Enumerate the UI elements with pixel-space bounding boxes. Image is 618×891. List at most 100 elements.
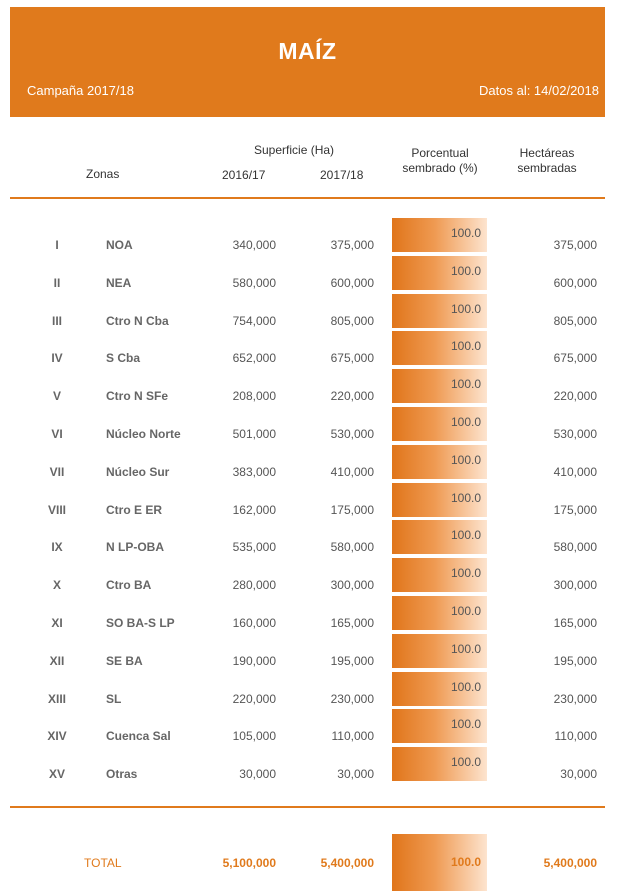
surface-2016: 105,000 (232, 729, 276, 744)
percent-sown-bar: 100.0 (392, 444, 487, 479)
surface-2017: 675,000 (330, 351, 374, 366)
percent-sown-bar: 100.0 (392, 633, 487, 668)
table-row: II NEA 580,000 600,000 100.0 600,000 (0, 255, 618, 294)
hectares-sown: 410,000 (553, 464, 597, 479)
table-row: VIII Ctro E ER 162,000 175,000 100.0 175,000 (0, 482, 618, 521)
hectares-sown-header: Hectáreas sembradas (507, 146, 587, 176)
zone-name: Núcleo Sur (106, 464, 170, 479)
hectares-sown-header-line2: sembradas (517, 161, 577, 175)
table-row: V Ctro N SFe 208,000 220,000 100.0 220,000 (0, 369, 618, 407)
table-row: III Ctro N Cba 754,000 805,000 100.0 805,000 (0, 293, 618, 332)
surface-2016: 220,000 (232, 691, 276, 706)
hectares-sown: 300,000 (553, 578, 597, 593)
percent-sown-value: 100.0 (450, 339, 481, 354)
header-divider (10, 197, 605, 199)
table-row: XV Otras 30,000 30,000 100.0 30,000 (0, 747, 618, 785)
table-row: XI SO BA-S LP 160,000 165,000 100.0 165,000 (0, 595, 618, 634)
zone-number: X (52, 578, 61, 593)
hectares-sown: 110,000 (554, 729, 598, 744)
zone-number: V (52, 389, 61, 404)
table-row: I NOA 340,000 375,000 100.0 375,000 (0, 218, 618, 256)
percent-sown-value: 100.0 (450, 717, 481, 732)
table-row: IX N LP-OBA 535,000 580,000 100.0 580,000 (0, 520, 618, 558)
zone-name: S Cba (106, 351, 141, 366)
table-row: XIV Cuenca Sal 105,000 110,000 100.0 110,000 (0, 709, 618, 747)
zone-number: II (53, 275, 61, 290)
zone-name: Ctro N Cba (106, 313, 169, 328)
percent-sown-bar: 100.0 (392, 671, 487, 706)
percent-sown-value: 100.0 (450, 490, 481, 505)
percent-sown-value: 100.0 (450, 263, 481, 278)
surface-2016: 340,000 (232, 238, 276, 252)
surface-2017: 195,000 (330, 653, 374, 668)
surface-2017: 165,000 (330, 615, 374, 630)
title-banner: MAÍZ Campaña 2017/18 Datos al: 14/02/201… (10, 7, 605, 117)
zone-name: Otras (106, 767, 138, 782)
hectares-sown: 580,000 (553, 540, 597, 555)
table-row: VI Núcleo Norte 501,000 530,000 100.0 530,000 (0, 406, 618, 445)
percent-sown-value: 100.0 (450, 528, 481, 543)
surface-2016: 383,000 (232, 464, 276, 479)
percent-sown-value: 100.0 (450, 679, 481, 694)
percent-sown-bar: 100.0 (392, 520, 487, 555)
table-row: XIII SL 220,000 230,000 100.0 230,000 (0, 671, 618, 710)
zones-header: Zonas (86, 167, 120, 181)
total-percent-sown: 100.0 (392, 834, 487, 891)
year-2017-header: 2017/18 (320, 168, 364, 182)
zone-number: I (55, 238, 59, 252)
surface-2017: 30,000 (337, 767, 374, 782)
hectares-sown: 675,000 (553, 351, 597, 366)
table-row: XII SE BA 190,000 195,000 100.0 195,000 (0, 633, 618, 672)
percent-sown-header-line2: sembrado (%) (402, 161, 478, 175)
percent-sown-header: Porcentual sembrado (%) (396, 146, 484, 176)
zone-number: XIII (47, 691, 66, 706)
zones-table-body: I NOA 340,000 375,000 100.0 375,000 II NEA 580,0… (0, 218, 618, 785)
total-row: TOTAL 5,100,000 5,400,000 100.0 5,400,00… (0, 833, 618, 891)
surface-2016: 190,000 (232, 653, 276, 668)
percent-sown-value: 100.0 (450, 755, 481, 770)
surface-2017: 220,000 (330, 389, 374, 404)
hectares-sown-header-line1: Hectáreas (519, 146, 575, 160)
zone-name: SO BA-S LP (106, 615, 175, 630)
surface-header: Superficie (Ha) (254, 143, 335, 157)
table-row: IV S Cba 652,000 675,000 100.0 675,000 (0, 331, 618, 369)
hectares-sown: 600,000 (553, 275, 597, 290)
percent-sown-bar: 100.0 (392, 293, 487, 328)
percent-sown-value: 100.0 (450, 301, 481, 316)
percent-sown-bar: 100.0 (392, 255, 487, 290)
zone-number: VI (51, 426, 63, 441)
percent-sown-bar: 100.0 (392, 482, 487, 517)
surface-2016: 580,000 (232, 275, 276, 290)
hectares-sown: 30,000 (560, 767, 597, 782)
zone-number: IV (51, 351, 63, 366)
surface-2017: 375,000 (330, 238, 374, 252)
total-hectares-sown: 5,400,000 (543, 856, 597, 870)
surface-2016: 160,000 (232, 615, 276, 630)
hectares-sown: 195,000 (553, 653, 597, 668)
surface-2017: 300,000 (330, 578, 374, 593)
percent-sown-bar: 100.0 (392, 331, 487, 366)
hectares-sown: 230,000 (553, 691, 597, 706)
zone-name: Cuenca Sal (106, 729, 171, 744)
zone-name: Ctro N SFe (106, 389, 169, 404)
zone-number: III (51, 313, 62, 328)
total-surface-2017: 5,400,000 (320, 856, 374, 870)
surface-2017: 110,000 (331, 729, 375, 744)
zone-name: NOA (106, 238, 133, 252)
hectares-sown: 165,000 (553, 615, 597, 630)
percent-sown-value: 100.0 (450, 377, 481, 392)
zone-name: NEA (106, 275, 132, 290)
percent-sown-bar: 100.0 (392, 595, 487, 630)
hectares-sown: 805,000 (553, 313, 597, 328)
zone-name: SL (106, 691, 122, 706)
percent-sown-bar: 100.0 (392, 369, 487, 404)
table-row: X Ctro BA 280,000 300,000 100.0 300,000 (0, 558, 618, 596)
surface-2017: 530,000 (330, 426, 374, 441)
percent-sown-value: 100.0 (450, 414, 481, 429)
surface-2017: 410,000 (330, 464, 374, 479)
zone-number: XI (51, 615, 63, 630)
surface-2016: 162,000 (232, 502, 276, 517)
percent-sown-bar: 100.0 (392, 406, 487, 441)
total-divider (10, 806, 605, 808)
hectares-sown: 530,000 (553, 426, 597, 441)
